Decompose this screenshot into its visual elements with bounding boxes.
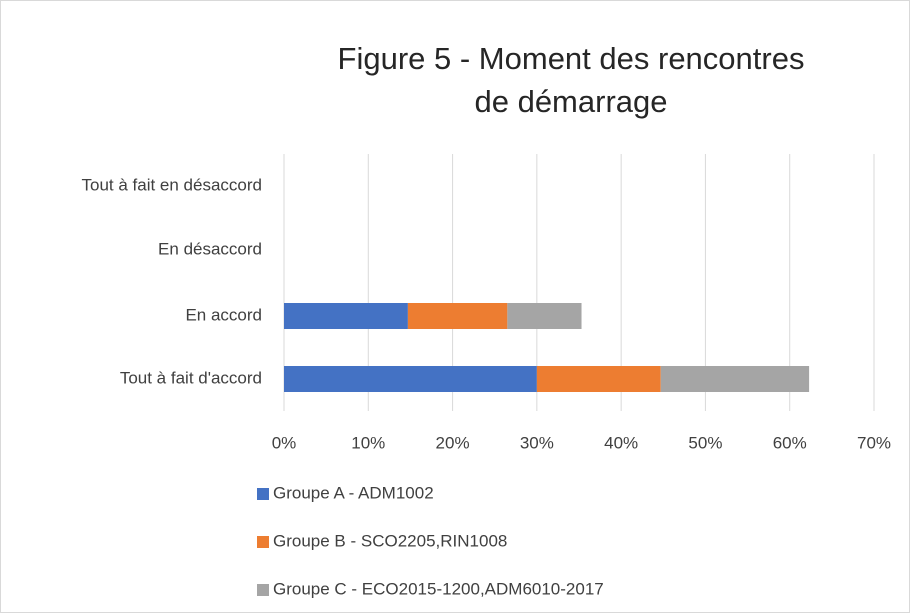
legend-swatch [257, 584, 269, 596]
x-tick-label: 10% [351, 433, 385, 452]
x-tick-label: 30% [520, 433, 554, 452]
bar [284, 366, 537, 392]
x-tick-label: 40% [604, 433, 638, 452]
y-tick-label: En désaccord [158, 239, 262, 258]
x-tick-label: 0% [272, 433, 297, 452]
bar [284, 303, 408, 329]
bar [507, 303, 582, 329]
x-tick-label: 50% [688, 433, 722, 452]
legend-swatch [257, 488, 269, 500]
y-tick-label: Tout à fait en désaccord [81, 175, 262, 194]
bar [660, 366, 810, 392]
chart-title: Figure 5 - Moment des rencontres de déma… [337, 41, 805, 119]
y-tick-label: En accord [185, 305, 262, 324]
legend-label: Groupe A - ADM1002 [273, 483, 434, 502]
x-tick-label: 20% [436, 433, 470, 452]
y-tick-label: Tout à fait d'accord [120, 368, 262, 387]
bar [536, 366, 661, 392]
x-tick-label: 60% [773, 433, 807, 452]
legend-swatch [257, 536, 269, 548]
x-tick-label: 70% [857, 433, 891, 452]
bar [407, 303, 508, 329]
legend-label: Groupe C - ECO2015-1200,ADM6010-2017 [273, 579, 604, 598]
legend-label: Groupe B - SCO2205,RIN1008 [273, 531, 507, 550]
